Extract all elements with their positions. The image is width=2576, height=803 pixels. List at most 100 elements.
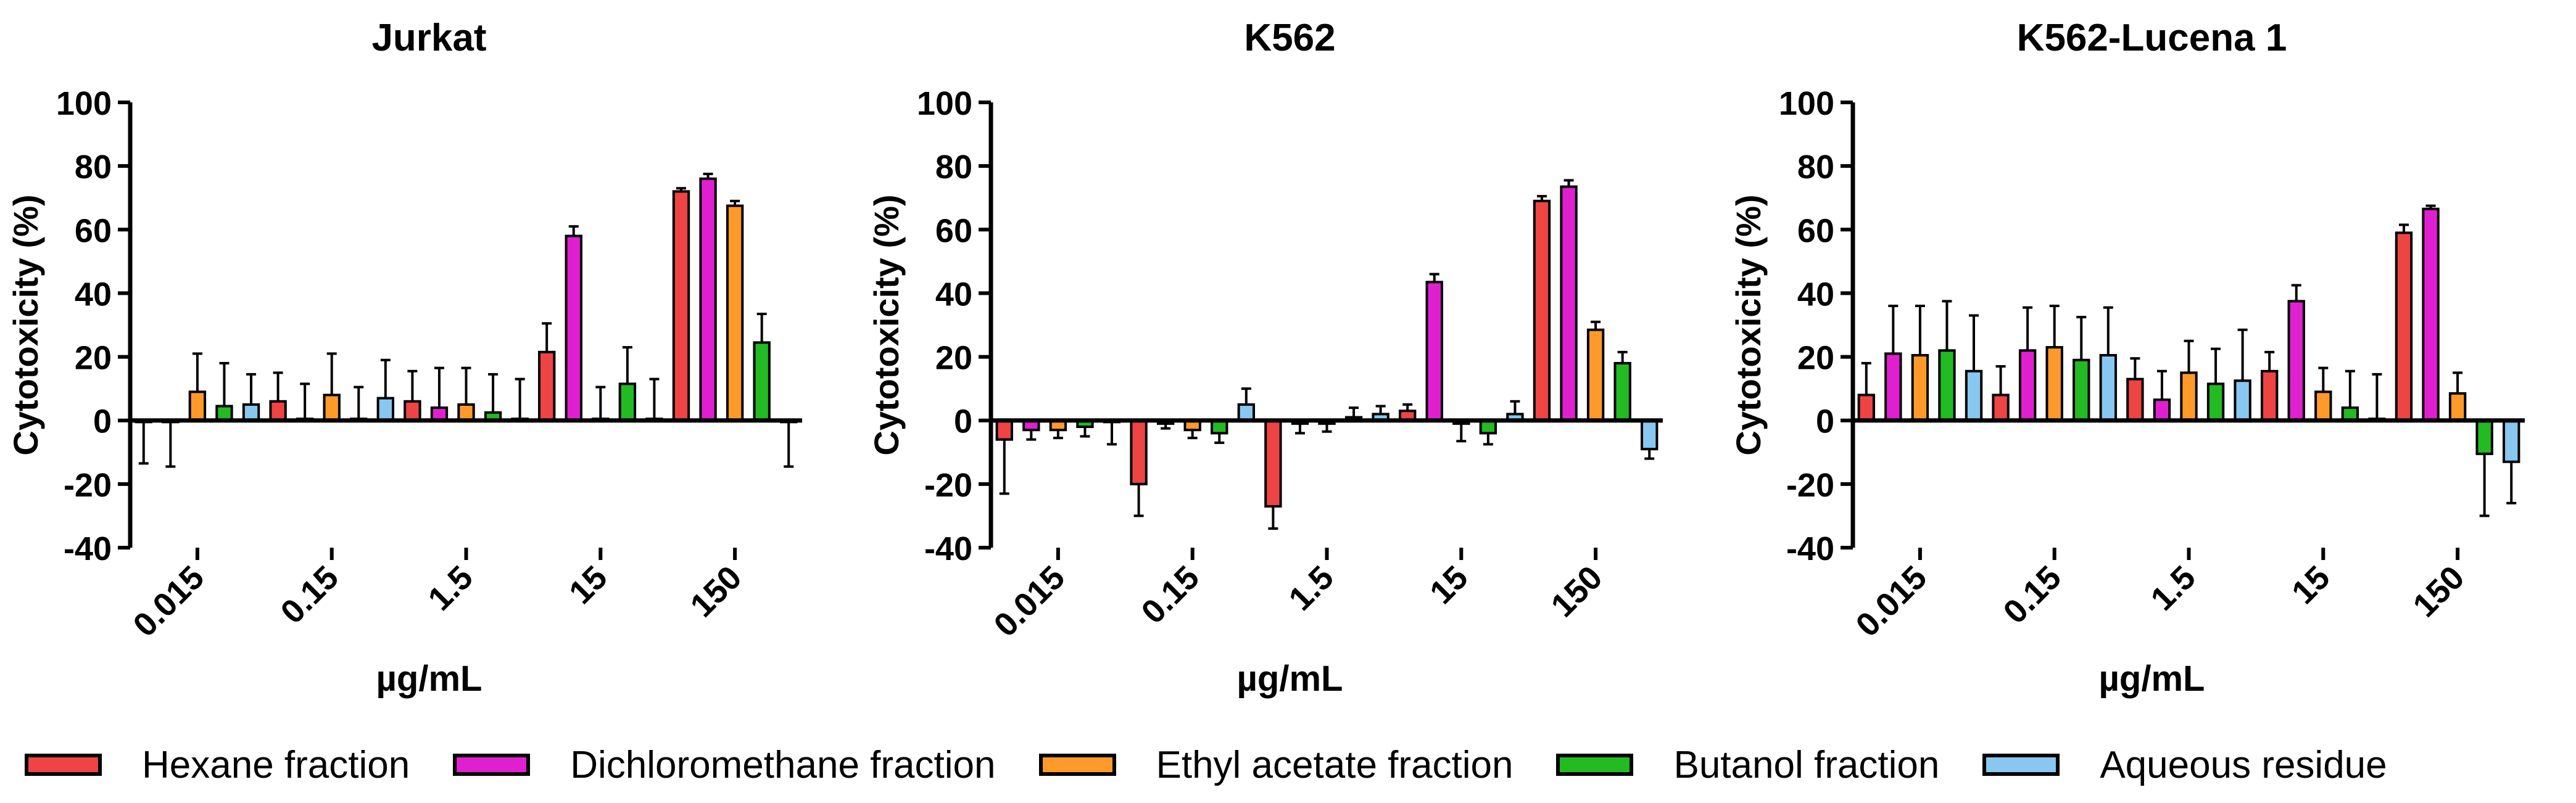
- chart-panel-2: K562 -40 -20 0 20 40 60 80 100 Cytotoxicity (%) 0.…: [867, 17, 1663, 699]
- legend-label-butanol: Butanol fraction: [1673, 743, 1940, 786]
- bar: [1938, 349, 1956, 422]
- y-tick-label: 100: [56, 85, 112, 122]
- bar: [2260, 369, 2279, 422]
- legend-swatch-ethyl-acetate: [1038, 754, 1116, 776]
- bar: [2126, 377, 2144, 422]
- bar: [269, 400, 287, 422]
- x-tick-label: 150: [1544, 559, 1609, 624]
- bar: [1884, 352, 1902, 422]
- y-axis-label: Cytotoxicity (%): [6, 194, 45, 455]
- bar: [2073, 358, 2090, 422]
- bar: [1425, 281, 1443, 422]
- chart-panel-3: K562-Lucena 1 -40 -20 0 20 40 60 80 100 Cytotoxic…: [1729, 17, 2525, 699]
- x-tick-label: 0.015: [126, 559, 211, 644]
- x-tick-label: 0.015: [1849, 559, 1934, 644]
- x-tick-label: 150: [683, 559, 748, 624]
- chart-title: K562-Lucena 1: [2017, 17, 2287, 59]
- legend-label-aqueous: Aqueous residue: [2100, 743, 2387, 786]
- y-tick-label: 20: [75, 340, 112, 377]
- y-tick-label: 40: [1797, 276, 1834, 313]
- y-tick-label: 80: [935, 149, 972, 186]
- bar: [1264, 419, 1282, 508]
- bar: [699, 177, 717, 422]
- legend-swatch-butanol: [1556, 754, 1634, 776]
- bar: [404, 400, 421, 422]
- x-tick-label: 0.15: [1996, 559, 2068, 631]
- bar: [188, 390, 207, 422]
- bar: [2287, 300, 2305, 422]
- bar: [565, 234, 582, 422]
- bar: [1586, 328, 1605, 422]
- bar: [2448, 392, 2467, 422]
- bar: [376, 397, 395, 422]
- legend-label-hexane: Hexane fraction: [142, 743, 410, 786]
- bar: [2099, 353, 2118, 422]
- y-tick-label: 20: [935, 340, 972, 377]
- bar: [1857, 393, 1875, 422]
- bar: [2018, 349, 2037, 422]
- y-tick-label: 60: [935, 212, 972, 249]
- y-tick-label: 100: [1779, 85, 1834, 122]
- bar: [1992, 393, 2010, 422]
- legend-item-aqueous: Aqueous residue: [1982, 743, 2387, 787]
- bar: [1533, 199, 1551, 422]
- y-tick-label: 0: [93, 403, 112, 440]
- x-axis-label: µg/mL: [376, 659, 482, 699]
- y-tick-label: 0: [954, 403, 972, 440]
- x-axis-label: µg/mL: [1237, 659, 1343, 699]
- x-tick-label: 1.5: [1282, 559, 1341, 618]
- bar: [2180, 371, 2198, 422]
- chart-title: K562: [1244, 17, 1335, 59]
- y-tick-label: 40: [75, 276, 112, 313]
- y-tick-label: -40: [1786, 530, 1834, 567]
- x-tick-label: 0.015: [987, 559, 1072, 644]
- y-tick-label: 40: [935, 276, 972, 313]
- bar: [323, 393, 341, 422]
- y-axis-label: Cytotoxicity (%): [867, 194, 906, 455]
- bar: [672, 190, 690, 422]
- y-tick-label: 80: [75, 149, 112, 186]
- bar: [2503, 419, 2520, 463]
- x-tick-label: 15: [562, 559, 615, 611]
- bar: [1613, 361, 1631, 422]
- y-tick-label: 60: [1797, 212, 1834, 249]
- chart-title: Jurkat: [371, 17, 486, 59]
- bar: [726, 204, 744, 422]
- bar: [2314, 390, 2332, 422]
- bar: [1130, 419, 1148, 485]
- legend-swatch-aqueous: [1982, 754, 2060, 776]
- bar: [2206, 382, 2225, 422]
- y-tick-label: 0: [1816, 403, 1834, 440]
- bar: [537, 350, 556, 422]
- y-tick-label: 80: [1797, 149, 1834, 186]
- legend-swatch-dichloromethane: [453, 754, 531, 776]
- bar: [2422, 207, 2440, 422]
- y-tick-label: 100: [917, 85, 972, 122]
- x-tick-label: 1.5: [421, 559, 480, 618]
- bar: [1911, 353, 1929, 422]
- legend: Hexane fraction Dichloromethane fraction…: [25, 737, 2567, 793]
- bar: [1560, 185, 1578, 422]
- legend-label-ethyl-acetate: Ethyl acetate fraction: [1156, 743, 1514, 786]
- x-tick-label: 0.15: [273, 559, 346, 631]
- bar: [753, 341, 771, 422]
- bar: [457, 403, 475, 422]
- bar: [1641, 419, 1659, 451]
- bar: [242, 403, 260, 422]
- y-tick-label: -20: [1786, 467, 1834, 504]
- legend-item-hexane: Hexane fraction: [25, 743, 410, 787]
- bar: [2395, 231, 2413, 422]
- legend-item-dichloromethane: Dichloromethane fraction: [453, 743, 996, 787]
- x-tick-label: 150: [2406, 559, 2471, 624]
- y-tick-label: -40: [64, 530, 112, 567]
- legend-item-butanol: Butanol fraction: [1556, 743, 1939, 787]
- y-tick-label: 20: [1797, 340, 1834, 377]
- bar: [2045, 346, 2063, 422]
- bar: [2234, 379, 2251, 422]
- legend-label-dichloromethane: Dichloromethane fraction: [570, 743, 996, 786]
- bar: [2475, 419, 2493, 455]
- bar: [995, 419, 1013, 441]
- x-tick-label: 0.15: [1134, 559, 1206, 631]
- bar: [1237, 403, 1256, 422]
